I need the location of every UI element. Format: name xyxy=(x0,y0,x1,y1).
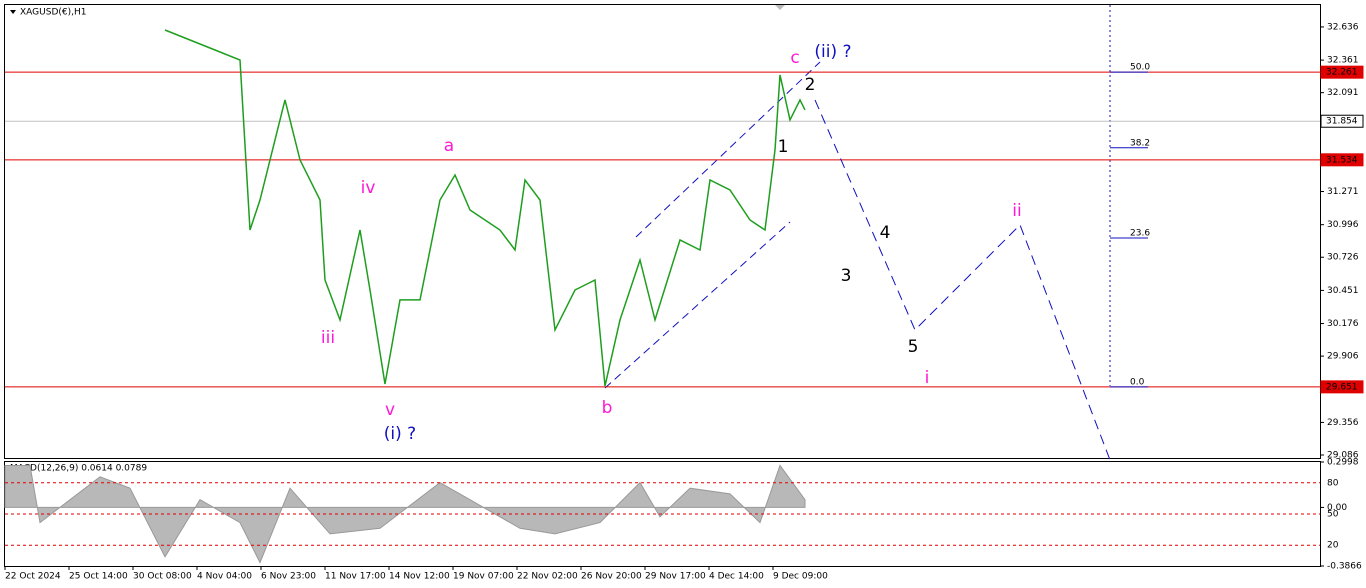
price-level-label: 31.534 xyxy=(1326,155,1358,165)
x-tick-label: 29 Nov 17:00 xyxy=(645,572,706,582)
macd-level-label: 50 xyxy=(1327,510,1339,520)
symbol-menu[interactable] xyxy=(10,10,16,14)
wave-label: a xyxy=(444,136,454,156)
fib-label: 50.0 xyxy=(1130,63,1150,73)
macd-title: MACD(12,26,9) 0.0614 0.0789 xyxy=(10,464,147,474)
wave-label: (ii) ? xyxy=(814,42,851,62)
fib-label: 0.0 xyxy=(1130,377,1145,387)
wave-label: b xyxy=(602,398,613,418)
y-tick-label: 29.086 xyxy=(1327,450,1359,460)
price-level-label: 31.854 xyxy=(1326,117,1358,127)
price-level-label: 29.651 xyxy=(1326,382,1358,392)
x-tick-label: 11 Nov 17:00 xyxy=(325,572,386,582)
y-tick-label: 29.356 xyxy=(1327,418,1359,428)
price-level-box xyxy=(1320,380,1364,394)
x-tick-label: 26 Nov 20:00 xyxy=(581,572,642,582)
projection-line xyxy=(814,99,1111,461)
price-level-box xyxy=(1320,114,1364,128)
price-line xyxy=(164,29,806,387)
wave-label: 1 xyxy=(778,137,789,157)
macd-tick-label: -0.3866 xyxy=(1327,562,1362,572)
wave-label: iv xyxy=(361,178,376,198)
x-tick-label: 6 Nov 23:00 xyxy=(261,572,316,582)
y-tick-label: 30.451 xyxy=(1327,286,1359,296)
y-tick-label: 30.726 xyxy=(1327,253,1359,263)
channel-upper xyxy=(635,61,821,238)
y-tick-label: 31.271 xyxy=(1327,187,1359,197)
wave-label: 3 xyxy=(841,266,852,286)
y-tick-label: 32.361 xyxy=(1327,56,1359,66)
main-frame xyxy=(4,4,1321,459)
x-tick-label: 14 Nov 12:00 xyxy=(389,572,450,582)
x-tick-label: 22 Oct 2024 xyxy=(5,572,61,582)
y-tick-label: 29.906 xyxy=(1327,352,1359,362)
macd-tick-label: 0.00 xyxy=(1327,503,1347,513)
fib-label: 23.6 xyxy=(1130,228,1150,238)
price-level-box xyxy=(1320,153,1364,167)
wave-label: ii xyxy=(1012,201,1021,221)
wave-label: (i) ? xyxy=(384,424,416,444)
x-tick-label: 25 Oct 14:00 xyxy=(69,572,128,582)
x-tick-label: 4 Nov 04:00 xyxy=(197,572,252,582)
y-tick-label: 30.176 xyxy=(1327,319,1359,329)
wave-label: v xyxy=(385,400,395,420)
price-level-label: 32.261 xyxy=(1326,68,1358,78)
x-tick-label: 4 Dec 14:00 xyxy=(709,572,764,582)
wave-label: c xyxy=(790,48,799,68)
wave-label: i xyxy=(925,368,930,388)
x-tick-label: 22 Nov 02:00 xyxy=(517,572,578,582)
macd-level-label: 20 xyxy=(1327,541,1339,551)
wave-label: iii xyxy=(321,328,335,348)
chart-title: XAGUSD(€),H1 xyxy=(20,8,86,18)
fib-label: 38.2 xyxy=(1130,138,1150,148)
macd-frame xyxy=(4,461,1321,567)
shift-marker xyxy=(775,5,785,10)
macd-level-label: 80 xyxy=(1327,478,1339,488)
y-tick-label: 30.996 xyxy=(1327,220,1359,230)
x-tick-label: 19 Nov 07:00 xyxy=(453,572,514,582)
wave-label: 2 xyxy=(805,75,816,95)
wave-label: 4 xyxy=(880,223,891,243)
macd-tick-label: 0.2998 xyxy=(1327,458,1359,468)
x-tick-label: 30 Oct 08:00 xyxy=(133,572,192,582)
price-level-box xyxy=(1320,65,1364,79)
y-tick-label: 32.636 xyxy=(1327,22,1359,32)
x-tick-label: 9 Dec 09:00 xyxy=(773,572,828,582)
channel-lower xyxy=(604,221,791,389)
y-tick-label: 32.091 xyxy=(1327,88,1359,98)
wave-label: 5 xyxy=(908,337,919,357)
